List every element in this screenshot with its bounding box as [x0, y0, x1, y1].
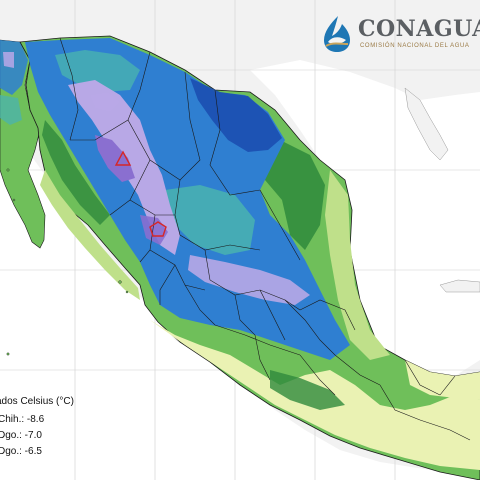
legend-item-durango-1: Dgo.: -7.0 [0, 430, 42, 441]
zone-purple-durango [140, 215, 168, 245]
baja-teal-band [0, 95, 22, 125]
conagua-water-drop-icon [324, 16, 350, 52]
zone-purple-chihuahua [95, 135, 135, 182]
zone-lavender-north [90, 92, 120, 112]
zone-dark-green-south [270, 370, 345, 410]
min-temp-marker-chihuahua [114, 150, 132, 166]
min-temp-marker-durango [149, 221, 167, 237]
legend-item-chihuahua: Chih.: -8.6 [0, 414, 45, 425]
legend-title: ados Celsius (°C) [0, 396, 74, 407]
logo-subtitle: COMISIÓN NACIONAL DEL AGUA [360, 43, 470, 49]
conagua-logo: CONAGUA COMISIÓN NACIONAL DEL AGUA [320, 12, 480, 58]
zone-dark-green-west [42, 120, 110, 225]
zone-teal-central [165, 185, 255, 255]
zone-dark-blue-northeast [190, 78, 282, 152]
pacific-ocean [0, 120, 480, 480]
pacific-islands [6, 168, 129, 356]
cuba-landmass [439, 279, 480, 293]
zone-warm-yucatan [405, 360, 480, 400]
zone-lavender-central [188, 255, 310, 305]
baja-lavender [3, 52, 14, 68]
legend-item-durango-2: Dgo.: -6.5 [0, 446, 42, 457]
logo-name: CONAGUA [358, 16, 480, 42]
zone-mild-pacific [40, 170, 140, 300]
zone-mild-gulf [325, 170, 390, 360]
legend: ados Celsius (°C) Chih.: -8.6 Dgo.: -7.0… [0, 396, 120, 460]
florida-landmass [404, 87, 449, 161]
zone-teal-west [55, 50, 140, 92]
gulf-of-mexico [250, 60, 480, 376]
state-boundaries [59, 37, 471, 441]
